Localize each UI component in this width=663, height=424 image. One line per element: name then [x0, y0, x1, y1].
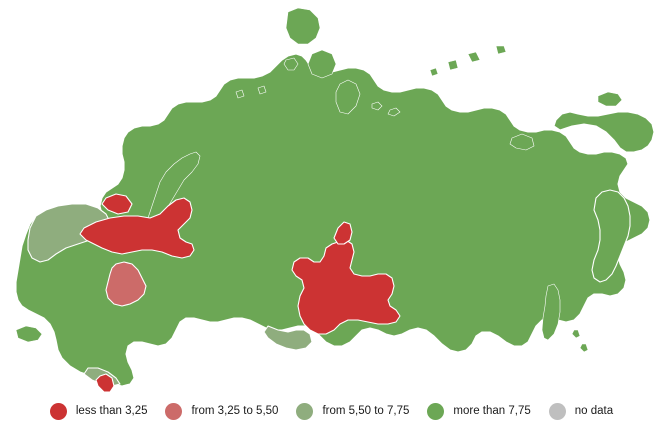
legend-swatch-icon [296, 402, 314, 420]
legend-item-less-than-325[interactable]: less than 3,25 [49, 402, 148, 420]
legend-swatch-icon [548, 402, 566, 420]
legend-label: more than 7,75 [453, 404, 531, 417]
map-legend: less than 3,25 from 3,25 to 5,50 from 5,… [0, 398, 663, 424]
region-russia-mainland[interactable] [15, 53, 651, 387]
legend-label: no data [574, 404, 614, 417]
region-sakhalin[interactable] [541, 283, 561, 341]
region-perm-volga-light-red[interactable] [105, 261, 147, 307]
region-taimyr-spur[interactable] [333, 221, 353, 245]
legend-label: from 5,50 to 7,75 [322, 404, 410, 417]
legend-swatch-icon [427, 402, 445, 420]
region-north-caucasus-red[interactable] [95, 373, 115, 393]
legend-swatch-icon [49, 402, 67, 420]
region-central-siberia-red[interactable] [291, 239, 401, 335]
region-kaliningrad[interactable] [15, 325, 43, 343]
legend-label: less than 3,25 [75, 404, 148, 417]
region-severnaya-zemlya[interactable] [283, 7, 361, 115]
region-arctic-islets[interactable] [235, 45, 535, 151]
region-kuril-islands[interactable] [571, 329, 589, 353]
legend-item-more-than-775[interactable]: more than 7,75 [427, 402, 531, 420]
legend-label: from 3,25 to 5,50 [191, 404, 279, 417]
map-regions-group [15, 7, 655, 393]
map-canvas[interactable] [0, 0, 663, 396]
region-altai-strip[interactable] [263, 325, 313, 351]
region-chukotka[interactable] [553, 111, 655, 153]
russia-map-svg [15, 7, 655, 393]
region-wrangel-island[interactable] [597, 91, 623, 107]
legend-item-from-325-to-550[interactable]: from 3,25 to 5,50 [165, 402, 279, 420]
region-nenets-yamal-red-belt[interactable] [79, 193, 195, 259]
legend-item-from-550-to-775[interactable]: from 5,50 to 7,75 [296, 402, 410, 420]
region-kamchatka[interactable] [591, 189, 631, 283]
legend-swatch-icon [165, 402, 183, 420]
legend-item-no-data[interactable]: no data [548, 402, 614, 420]
